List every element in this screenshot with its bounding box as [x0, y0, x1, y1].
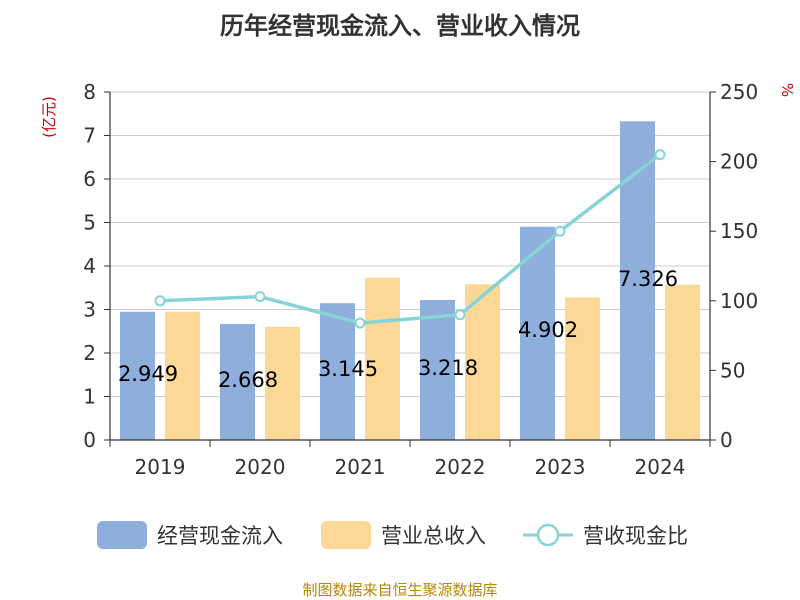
- ratio-line: [154, 149, 666, 329]
- left-tick-label: 0: [83, 428, 96, 452]
- x-tick-label: 2023: [535, 455, 586, 479]
- legend-label-ratio: 营收现金比: [583, 524, 688, 548]
- right-tick-label: 50: [720, 358, 745, 382]
- x-tick-label: 2020: [235, 455, 286, 479]
- bar-value-label: 3.145: [318, 357, 378, 381]
- legend: 经营现金流入 营业总收入 营收现金比: [97, 521, 688, 549]
- bar-cash-inflow: [320, 303, 355, 440]
- bar-total-revenue: [665, 284, 700, 440]
- x-tick-label: 2019: [135, 455, 186, 479]
- bar-cash-inflow: [620, 121, 655, 440]
- right-tick-label: 250: [720, 80, 758, 104]
- x-tick-label: 2022: [435, 455, 486, 479]
- left-tick-label: 1: [83, 385, 96, 409]
- left-tick-label: 5: [83, 211, 96, 235]
- source-note: 制图数据来自恒生聚源数据库: [302, 581, 497, 599]
- ratio-point: [254, 291, 266, 303]
- ratio-point: [454, 309, 466, 321]
- bar-total-revenue: [465, 284, 500, 440]
- bar-total-revenue: [565, 297, 600, 440]
- legend-label-cash-inflow: 经营现金流入: [157, 524, 283, 548]
- left-tick-label: 7: [83, 124, 96, 148]
- axes: 0 1 2 3 4 5 6 7 8 0 50 100 150 200 250 2019 2020 2021 2022…: [83, 80, 758, 479]
- ratio-point: [154, 295, 166, 307]
- ratio-point: [654, 149, 666, 161]
- data-labels: 2.949 2.668 3.145 3.218 4.902 7.326: [118, 267, 678, 392]
- right-tick-label: 0: [720, 428, 733, 452]
- x-tick-label: 2021: [335, 455, 386, 479]
- right-axis-unit: %: [778, 83, 796, 97]
- bar-value-label: 3.218: [418, 356, 478, 380]
- bar-value-label: 7.326: [618, 267, 678, 291]
- gridlines: [110, 91, 710, 397]
- bar-cash-inflow: [520, 226, 555, 440]
- left-tick-label: 4: [83, 254, 96, 278]
- bar-value-label: 4.902: [518, 318, 578, 342]
- ratio-point: [554, 225, 566, 237]
- left-tick-label: 6: [83, 167, 96, 191]
- legend-swatch-cash-inflow: [97, 521, 147, 549]
- legend-label-total-revenue: 营业总收入: [381, 524, 486, 548]
- bar-value-label: 2.668: [218, 368, 278, 392]
- bar-cash-inflow: [120, 311, 155, 440]
- bars: [120, 121, 700, 440]
- legend-swatch-total-revenue: [321, 521, 371, 549]
- x-tick-label: 2024: [635, 455, 686, 479]
- right-tick-label: 200: [720, 150, 758, 174]
- left-axis-unit: (亿元): [40, 96, 58, 138]
- bar-cash-inflow: [420, 300, 455, 440]
- bar-value-label: 2.949: [118, 362, 178, 386]
- left-tick-label: 3: [83, 298, 96, 322]
- ratio-line-path: [159, 153, 662, 325]
- bar-total-revenue: [365, 277, 400, 440]
- left-tick-label: 8: [83, 80, 96, 104]
- bar-total-revenue: [165, 311, 200, 440]
- bar-total-revenue: [265, 326, 300, 440]
- chart-title: 历年经营现金流入、营业收入情况: [220, 12, 580, 40]
- right-tick-label: 150: [720, 219, 758, 243]
- right-tick-label: 100: [720, 289, 758, 313]
- left-tick-label: 2: [83, 341, 96, 365]
- ratio-point: [354, 317, 366, 329]
- bar-cash-inflow: [220, 323, 255, 440]
- legend-marker-ratio: [536, 523, 560, 547]
